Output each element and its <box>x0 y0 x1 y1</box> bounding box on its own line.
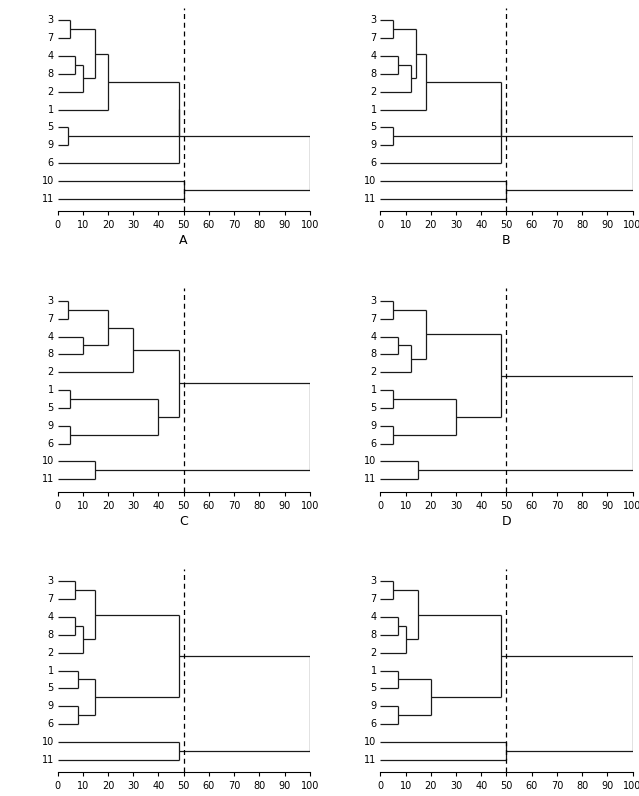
Text: 9: 9 <box>47 140 54 150</box>
Text: 2: 2 <box>371 87 376 97</box>
Text: 10: 10 <box>42 737 54 747</box>
Text: 8: 8 <box>371 630 376 640</box>
Text: 6: 6 <box>371 439 376 448</box>
Text: 5: 5 <box>371 123 376 132</box>
Text: 4: 4 <box>371 51 376 61</box>
X-axis label: B: B <box>502 234 511 248</box>
Text: 11: 11 <box>364 755 376 765</box>
Text: 3: 3 <box>47 15 54 25</box>
Text: 4: 4 <box>47 51 54 61</box>
Text: 11: 11 <box>42 474 54 484</box>
Text: 1: 1 <box>47 104 54 115</box>
Text: 6: 6 <box>47 158 54 168</box>
Text: 2: 2 <box>47 87 54 97</box>
Text: 7: 7 <box>371 594 376 604</box>
Text: 7: 7 <box>47 594 54 604</box>
Text: 6: 6 <box>371 158 376 168</box>
Text: 3: 3 <box>371 15 376 25</box>
Text: 4: 4 <box>47 332 54 341</box>
Text: 10: 10 <box>364 456 376 466</box>
X-axis label: D: D <box>502 515 511 528</box>
Text: 4: 4 <box>371 612 376 622</box>
Text: 8: 8 <box>371 349 376 359</box>
Text: 2: 2 <box>371 367 376 377</box>
Text: 3: 3 <box>371 296 376 306</box>
Text: 6: 6 <box>47 719 54 729</box>
Text: 1: 1 <box>47 385 54 395</box>
Text: 11: 11 <box>42 755 54 765</box>
Text: 5: 5 <box>47 683 54 693</box>
Text: 8: 8 <box>47 69 54 79</box>
Text: 9: 9 <box>47 701 54 711</box>
Text: 4: 4 <box>47 612 54 622</box>
Text: 9: 9 <box>47 421 54 431</box>
Text: 2: 2 <box>47 648 54 657</box>
Text: 6: 6 <box>371 719 376 729</box>
Text: 7: 7 <box>47 314 54 324</box>
X-axis label: C: C <box>180 515 188 528</box>
Text: 1: 1 <box>47 665 54 676</box>
Text: 2: 2 <box>47 367 54 377</box>
Text: 1: 1 <box>371 104 376 115</box>
Text: 2: 2 <box>371 648 376 657</box>
Text: 11: 11 <box>42 193 54 204</box>
Text: 10: 10 <box>364 176 376 186</box>
Text: 3: 3 <box>371 576 376 587</box>
Text: 10: 10 <box>42 176 54 186</box>
Text: 11: 11 <box>364 474 376 484</box>
Text: 11: 11 <box>364 193 376 204</box>
Text: 1: 1 <box>371 665 376 676</box>
Text: 9: 9 <box>371 421 376 431</box>
Text: 8: 8 <box>47 349 54 359</box>
Text: 5: 5 <box>371 683 376 693</box>
Text: 3: 3 <box>47 296 54 306</box>
Text: 5: 5 <box>47 403 54 413</box>
Text: 6: 6 <box>47 439 54 448</box>
Text: 5: 5 <box>47 123 54 132</box>
Text: 4: 4 <box>371 332 376 341</box>
X-axis label: A: A <box>180 234 188 248</box>
Text: 7: 7 <box>371 33 376 43</box>
Text: 3: 3 <box>47 576 54 587</box>
Text: 8: 8 <box>47 630 54 640</box>
Text: 9: 9 <box>371 140 376 150</box>
Text: 5: 5 <box>371 403 376 413</box>
Text: 10: 10 <box>364 737 376 747</box>
Text: 8: 8 <box>371 69 376 79</box>
Text: 1: 1 <box>371 385 376 395</box>
Text: 9: 9 <box>371 701 376 711</box>
Text: 10: 10 <box>42 456 54 466</box>
Text: 7: 7 <box>47 33 54 43</box>
Text: 7: 7 <box>371 314 376 324</box>
